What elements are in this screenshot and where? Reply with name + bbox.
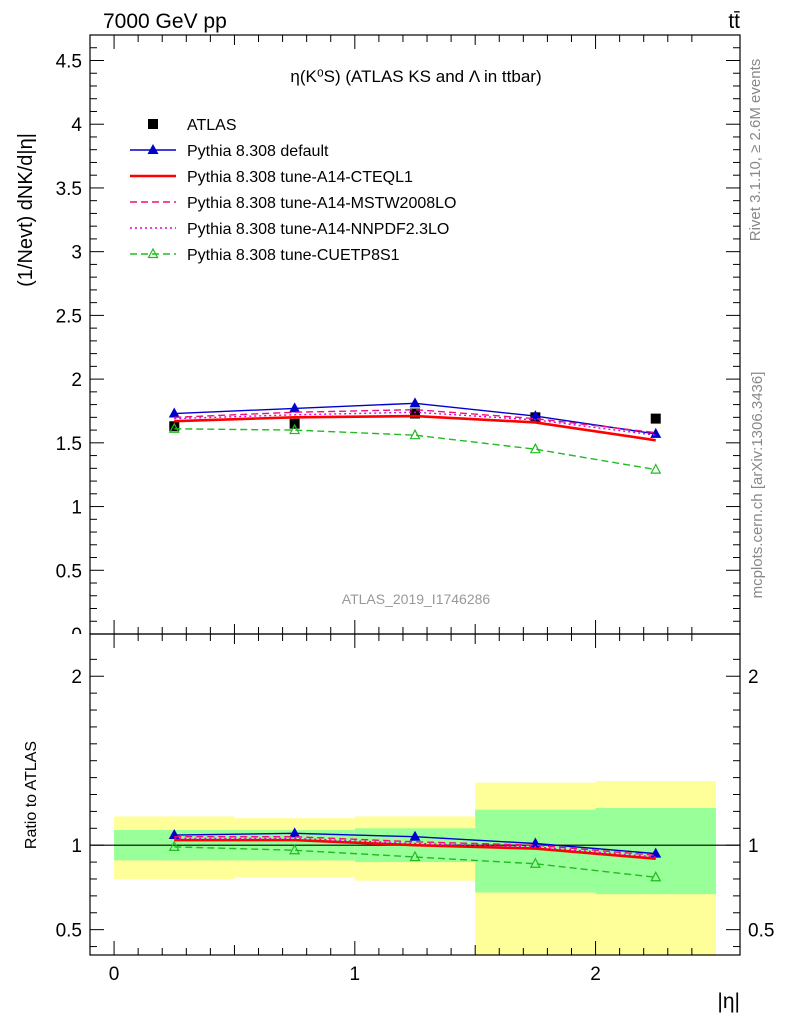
- legend-label-0: ATLAS: [187, 117, 237, 134]
- main-series-5: [168, 422, 662, 474]
- main-point-1-0: [168, 407, 180, 418]
- main-ytick-label-2: 1.5: [56, 434, 82, 455]
- ratio-ytick-label-right-0: 0.5: [748, 921, 774, 942]
- legend-entry-5: Pythia 8.308 tune-CUETP8S1: [130, 247, 400, 264]
- main-series-line-2: [174, 414, 656, 442]
- main-point-0-4: [650, 413, 661, 424]
- main-point-1-3: [529, 410, 541, 421]
- ratio-point-4-3: [529, 857, 541, 868]
- ratio-series-line-4: [174, 846, 656, 878]
- main-ytick-label-5: 3: [71, 243, 82, 264]
- analysis-watermark: ATLAS_2019_I1746286: [342, 591, 491, 607]
- main-point-0-1: [289, 418, 300, 429]
- legend-label-5: Pythia 8.308 tune-CUETP8S1: [187, 247, 400, 264]
- main-ytick-label-3: 2: [71, 370, 82, 391]
- main-series-line-4: [174, 411, 656, 436]
- main-series-1: [168, 397, 662, 438]
- ratio-ytick-label-right-1: 1: [748, 836, 759, 857]
- legend-entry-3: Pythia 8.308 tune-A14-MSTW2008LO: [130, 195, 456, 212]
- ratio-point-4-2: [409, 850, 421, 862]
- ratio-xtick-label-1: 1: [350, 964, 361, 985]
- main-ytick-label-zero: 0: [71, 625, 82, 646]
- main-series-2: [174, 414, 656, 442]
- ratio-point-4-1: [289, 843, 301, 855]
- ratio-series-line-1: [174, 838, 656, 860]
- legend-entry-2: Pythia 8.308 tune-A14-CTEQL1: [130, 169, 413, 186]
- main-ytick-label-7: 4: [71, 115, 82, 136]
- main-ytick-label-8: 4.5: [56, 51, 82, 72]
- ratio-xtick-label-0: 0: [109, 964, 120, 985]
- ratio-ytick-label-right-2: 2: [748, 667, 759, 688]
- process-label: tt̄: [728, 10, 740, 33]
- ratio-series-3: [174, 837, 656, 858]
- legend-marker-1: [147, 144, 159, 154]
- main-series-line-5: [174, 428, 656, 471]
- legend-entry-0: ATLAS: [148, 117, 237, 134]
- rivet-version-label: Rivet 3.1.10, ≥ 2.6M events: [747, 59, 764, 242]
- ratio-point-4-4: [650, 871, 662, 882]
- ratio-series-2: [174, 836, 656, 857]
- ratio-point-0-2: [409, 830, 421, 841]
- main-point-5-0: [168, 422, 180, 433]
- legend-marker-0: [148, 119, 158, 129]
- main-ytick-label-0: 0.5: [56, 561, 82, 582]
- main-point-0-2: [410, 408, 420, 419]
- main-point-5-3: [529, 442, 541, 454]
- ratio-panel: Ratio to ATLAS |η| 0.5 0.5 1 1 2 2 0 1 2: [23, 633, 774, 1013]
- plot-title: η(K⁰S) (ATLAS KS and Λ in ttbar): [290, 67, 541, 86]
- main-series-3: [174, 408, 656, 434]
- main-point-5-2: [409, 428, 421, 440]
- ratio-ytick-label-2: 2: [71, 667, 82, 688]
- main-point-0-0: [169, 421, 180, 432]
- main-point-5-1: [289, 423, 301, 435]
- legend-entry-4: Pythia 8.308 tune-A14-NNPDF2.3LO: [130, 221, 449, 238]
- ratio-series-4: [168, 840, 662, 882]
- ratio-series-line-3: [174, 837, 656, 858]
- main-point-5-4: [650, 463, 662, 474]
- main-series-line-3: [174, 408, 656, 434]
- ratio-uncertainty-bands: [90, 780, 740, 955]
- legend-label-2: Pythia 8.308 tune-A14-CTEQL1: [187, 169, 413, 186]
- mcplots-label: mcplots.cern.ch [arXiv:1306.3436]: [749, 372, 766, 599]
- main-point-1-2: [409, 397, 421, 408]
- legend: ATLAS Pythia 8.308 default Pythia 8.308 tu…: [130, 117, 456, 264]
- legend-label-1: Pythia 8.308 default: [187, 143, 329, 160]
- legend-entry-1: Pythia 8.308 default: [130, 143, 329, 160]
- main-ytick-label-6: 3.5: [56, 179, 82, 200]
- legend-marker-5: [147, 247, 159, 259]
- main-point-1-1: [289, 402, 301, 413]
- main-series-4: [174, 411, 656, 436]
- ratio-ytick-label-0: 0.5: [56, 921, 82, 942]
- ratio-point-4-0: [168, 840, 180, 851]
- ratio-ytick-label-1: 1: [71, 836, 82, 857]
- ratio-xtick-label-2: 2: [590, 964, 601, 985]
- legend-label-4: Pythia 8.308 tune-A14-NNPDF2.3LO: [187, 221, 449, 238]
- ratio-y-axis-label: Ratio to ATLAS: [23, 741, 40, 849]
- main-ytick-label-1: 1: [71, 498, 82, 519]
- ratio-point-0-1: [289, 827, 301, 838]
- ratio-series-line-2: [174, 836, 656, 857]
- main-y-axis-label: (1/Nevt) dNK/d|η|: [15, 133, 37, 287]
- main-ytick-label-4: 2.5: [56, 306, 82, 327]
- collision-label: 7000 GeV pp: [103, 10, 227, 33]
- x-axis-label: |η|: [717, 990, 740, 1013]
- ratio-series-1: [174, 838, 656, 860]
- legend-label-3: Pythia 8.308 tune-A14-MSTW2008LO: [187, 195, 456, 212]
- main-panel: η(K⁰S) (ATLAS KS and Λ in ttbar) ATLAS_2…: [15, 34, 741, 646]
